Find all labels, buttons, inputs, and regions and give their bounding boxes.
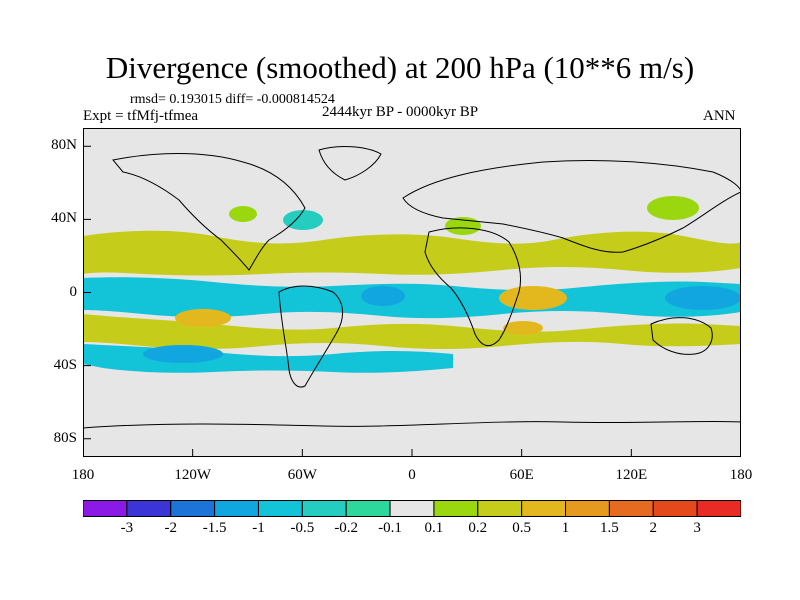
season-label: ANN [703,108,736,124]
colorbar-label: 0.5 [512,520,532,536]
colorbar-label: 0.1 [424,520,444,536]
coast-north-america [112,153,306,271]
colorbar-box [126,500,172,517]
colorbar-label: -3 [120,520,134,536]
x-tick-label: 120W [174,467,211,483]
x-tick-label: 60E [509,467,534,483]
y-tick-label: 0 [69,283,78,300]
coast-australia [650,317,713,355]
colorbar-label: 2 [649,520,658,536]
colorbar-box [83,500,128,517]
stats-text: rmsd= 0.193015 diff= -0.000814524 [130,92,335,107]
colorbar-label: 1.5 [600,520,619,536]
colorbar-label: 1 [561,520,570,536]
map-frame [83,128,741,457]
colorbar-box [608,500,654,517]
colorbar-box [696,500,741,517]
colorbar-box [652,500,698,517]
colorbar-box [433,500,479,517]
band-south-positive [83,314,741,349]
colorbar-label: -0.1 [378,520,402,536]
colorbar-box [257,500,303,517]
colorbar-box [170,500,216,517]
x-tick-label: 0 [408,467,416,483]
coastlines [83,146,741,429]
y-tick-label: 80S [53,429,77,446]
strong-negative-south-pacific [143,345,223,363]
y-tick-label: 40S [53,356,77,373]
colorbar-label: -0.5 [290,520,315,536]
colorbar-label: 3 [693,520,701,536]
x-tick-label: 120E [615,467,648,483]
strong-negative-pacific [665,286,741,310]
coast-greenland [318,146,382,181]
strong-positive-south-pacific [175,309,231,327]
y-tick-label: 80N [51,137,77,154]
x-tick-label: 60W [287,467,317,483]
divergence-field [83,196,741,373]
y-tick-label: 40N [51,210,77,227]
coast-south-america [278,285,343,388]
colorbar-label: -2 [164,520,177,536]
axis-ticks [83,145,741,457]
colorbar-box [521,500,567,517]
band-north-positive [83,230,741,276]
colorbar-label: -1.5 [202,520,227,536]
strong-positive-indian [499,286,567,310]
colorbar-label: 0.2 [468,520,488,536]
band-equator-negative [83,277,741,319]
x-tick-label: 180 [71,467,95,483]
colorbar-label: -0.2 [334,520,359,536]
map-panel [83,128,741,457]
blob-north-pacific [647,196,699,220]
colorbar-box [345,500,391,517]
x-tick-label: 180 [729,467,753,483]
blob-north-atlantic [283,210,323,230]
coast-africa [424,227,522,347]
colorbar-box [214,500,259,517]
coast-antarctica [83,420,741,429]
blob-mediterranean [445,217,481,235]
colorbar-box [477,500,523,517]
colorbar-box [301,500,347,517]
blob-north-america [229,206,257,222]
strong-negative-atlantic [361,286,405,306]
plot-title: Divergence (smoothed) at 200 hPa (10**6 … [105,50,695,85]
coast-eurasia [402,159,741,253]
strong-positive-africa [503,321,543,335]
colorbar [83,500,741,517]
period-label: 2444kyr BP - 0000kyr BP [322,104,479,120]
colorbar-label: -1 [252,520,265,536]
experiment-label: Expt = tfMfj-tfmea [83,108,199,124]
colorbar-box [389,500,435,517]
colorbar-box [565,500,610,517]
